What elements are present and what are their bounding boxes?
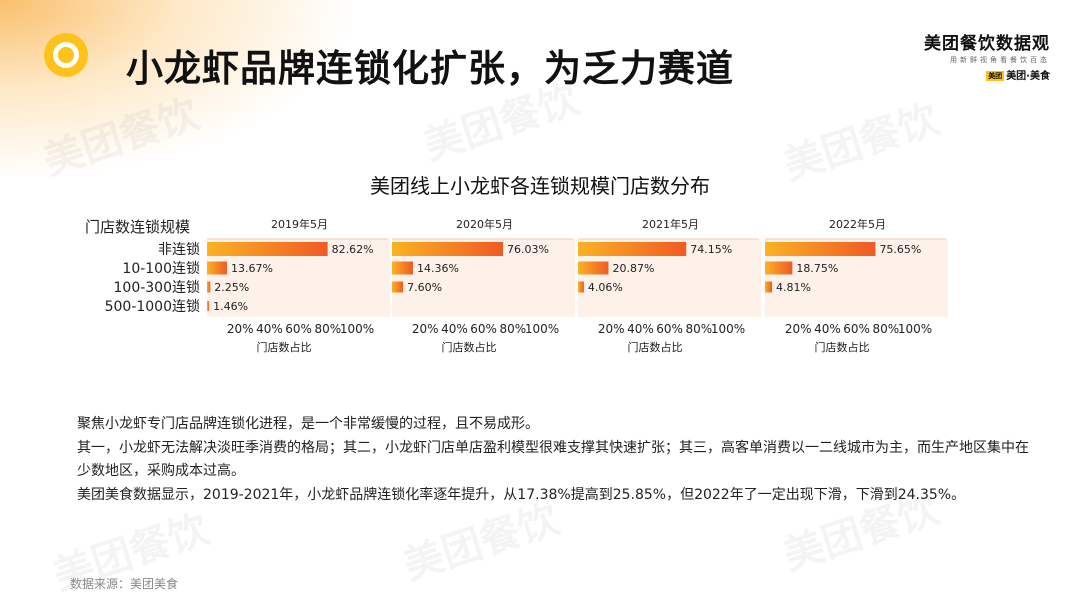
data-label: 76.03% — [507, 243, 549, 256]
x-tick-label: 100% — [898, 322, 932, 336]
x-tick-label: 40% — [256, 322, 283, 336]
bar — [578, 281, 584, 293]
category-label: 500-1000连锁 — [105, 299, 200, 315]
bar — [207, 301, 210, 311]
x-axis-label: 门店数占比 — [442, 340, 497, 354]
panel-year-label: 2022年5月 — [829, 217, 886, 231]
x-tick-label: 80% — [499, 322, 526, 336]
chart-title: 美团线上小龙虾各连锁规模门店数分布 — [370, 174, 710, 198]
bar — [392, 281, 404, 293]
bar — [207, 281, 211, 293]
x-axis-label: 门店数占比 — [628, 340, 683, 354]
x-axis-label: 门店数占比 — [815, 340, 870, 354]
body-paragraph: 其一，小龙虾无法解决淡旺季消费的格局；其二，小龙虾门店单店盈利模型很难支撑其快速… — [77, 439, 1029, 480]
data-label: 14.36% — [417, 262, 459, 275]
page-title: 小龙虾品牌连锁化扩张，为乏力赛道 — [126, 47, 734, 90]
brand-box: 美团 — [986, 71, 1005, 81]
bar — [392, 242, 504, 256]
y-axis-label: 门店数连锁规模 — [85, 218, 190, 236]
x-axis-label: 门店数占比 — [257, 340, 312, 354]
x-tick-label: 100% — [711, 322, 745, 336]
x-tick-label: 80% — [314, 322, 341, 336]
x-tick-label: 40% — [627, 322, 654, 336]
brand-tag: 美团 美团·美食 — [924, 67, 1050, 82]
x-tick-label: 100% — [525, 322, 559, 336]
data-label: 18.75% — [796, 262, 838, 275]
data-label: 75.65% — [879, 243, 921, 256]
bar — [207, 242, 328, 256]
data-label: 4.06% — [588, 281, 623, 294]
brand-sub: 用新鲜视角看餐饮百态 — [950, 56, 1050, 64]
x-tick-label: 60% — [656, 322, 683, 336]
brand-tag-text: 美团·美食 — [1006, 71, 1050, 82]
data-label: 7.60% — [407, 281, 442, 294]
bar — [765, 261, 793, 275]
bar — [765, 281, 773, 293]
category-label: 非连锁 — [158, 242, 200, 258]
panel-year-label: 2021年5月 — [642, 217, 699, 231]
x-tick-label: 60% — [843, 322, 870, 336]
source-note: 数据来源：美团美食 — [70, 577, 179, 591]
data-label: 13.67% — [231, 262, 273, 275]
data-label: 1.46% — [213, 300, 248, 313]
corner-glow — [0, 0, 360, 180]
x-tick-label: 20% — [227, 322, 254, 336]
x-tick-label: 60% — [470, 322, 497, 336]
data-label: 4.81% — [776, 281, 811, 294]
body-text: 聚焦小龙虾专门店品牌连锁化进程，是一个非常缓慢的过程，且不易成形。 其一，小龙虾… — [77, 413, 1037, 507]
bar — [207, 261, 227, 275]
x-tick-label: 60% — [285, 322, 312, 336]
x-tick-label: 20% — [412, 322, 439, 336]
panel-year-label: 2019年5月 — [271, 217, 328, 231]
x-tick-label: 40% — [441, 322, 468, 336]
data-label: 74.15% — [690, 243, 732, 256]
data-label: 2.25% — [214, 281, 249, 294]
brand-name: 美团餐饮数据观 — [924, 34, 1050, 54]
category-label: 10-100连锁 — [122, 261, 200, 277]
data-label: 20.87% — [612, 262, 654, 275]
bar — [392, 261, 413, 275]
x-tick-label: 20% — [598, 322, 625, 336]
brand-block: 美团餐饮数据观 用新鲜视角看餐饮百态 美团 美团·美食 — [924, 29, 1050, 82]
x-tick-label: 100% — [340, 322, 374, 336]
x-tick-label: 80% — [872, 322, 899, 336]
x-tick-label: 80% — [685, 322, 712, 336]
x-tick-label: 20% — [785, 322, 812, 336]
x-tick-label: 40% — [814, 322, 841, 336]
category-label: 100-300连锁 — [114, 280, 201, 296]
panel-year-label: 2020年5月 — [456, 217, 513, 231]
bar — [578, 242, 687, 256]
bar — [578, 261, 609, 275]
body-paragraph: 美团美食数据显示，2019-2021年，小龙虾品牌连锁化率逐年提升，从17.38… — [77, 486, 966, 503]
bar — [765, 242, 876, 256]
data-label: 82.62% — [332, 243, 374, 256]
body-paragraph: 聚焦小龙虾专门店品牌连锁化进程，是一个非常缓慢的过程，且不易成形。 — [77, 416, 539, 432]
